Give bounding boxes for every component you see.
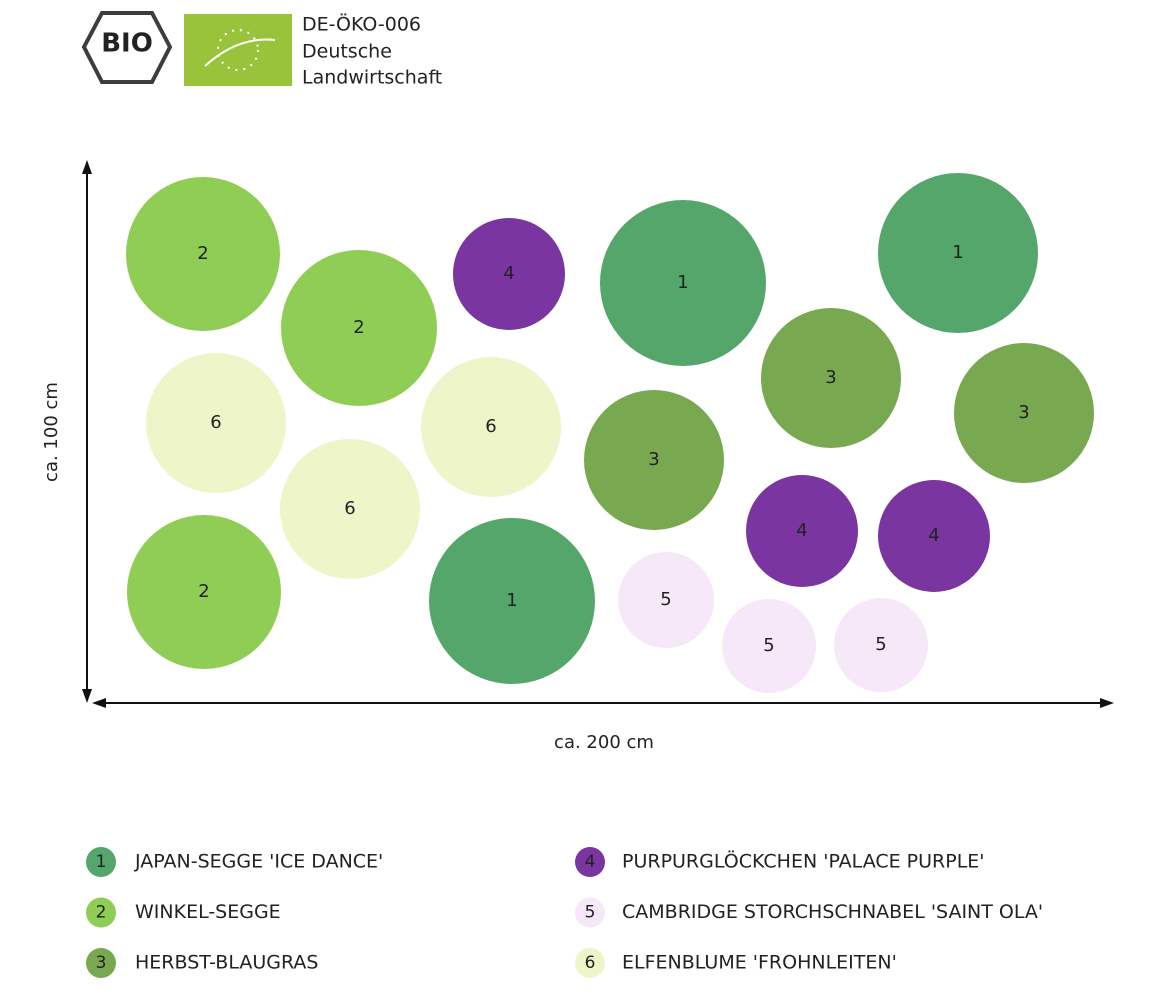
cert-line: DE-ÖKO-006 — [302, 13, 421, 36]
cert-line: Landwirtschaft — [302, 67, 442, 89]
plant-number: 3 — [1018, 402, 1029, 423]
plant-number: 3 — [648, 449, 659, 470]
legend-number: 1 — [96, 852, 107, 872]
legend-badge — [575, 948, 605, 978]
legend-text: ELFENBLUME 'FROHNLEITEN' — [622, 952, 897, 974]
axes: ca. 100 cm ca. 200 cm — [41, 160, 1114, 753]
eu-leaf-bg — [184, 14, 292, 86]
x-axis-label: ca. 200 cm — [554, 732, 654, 753]
legend-badge — [86, 948, 116, 978]
plant-circle — [834, 598, 928, 692]
plant-circle — [429, 518, 595, 684]
legend-badge — [86, 897, 116, 928]
legend-text: JAPAN-SEGGE 'ICE DANCE' — [134, 851, 383, 873]
bio-hexagon — [81, 11, 173, 84]
plant-circle — [878, 480, 990, 592]
cert-line: Deutsche — [302, 41, 392, 63]
legend: 1 JAPAN-SEGGE 'ICE DANCE' 2 WINKEL-SEGGE 3 HE… — [86, 847, 1043, 978]
plant-number: 1 — [677, 272, 688, 293]
legend-badge — [575, 897, 605, 928]
plant-circle — [453, 218, 565, 330]
plant-circle — [584, 390, 724, 530]
plant-number: 4 — [503, 263, 514, 284]
eu-logo — [184, 14, 292, 86]
legend-text: HERBST-BLAUGRAS — [135, 952, 318, 974]
legend-number: 4 — [585, 852, 596, 872]
plant-circle — [280, 439, 420, 579]
plant-number: 3 — [825, 367, 836, 388]
eu-leaf — [204, 38, 276, 67]
arrowhead — [1100, 698, 1114, 708]
plant-circle — [722, 599, 816, 693]
bio-text: BIO — [101, 29, 153, 59]
y-axis-label: ca. 100 cm — [41, 382, 62, 482]
plant-number: 6 — [485, 416, 496, 437]
plant-number: 6 — [344, 498, 355, 519]
legend-number: 6 — [585, 953, 596, 973]
legend-number: 5 — [585, 903, 596, 923]
plant-circle — [146, 353, 286, 493]
plant-circles: 2 2 4 1 1 6 6 3 3 3 6 2 1 5 4 4 5 5 — [126, 173, 1094, 693]
plant-circle — [600, 200, 766, 366]
plant-number: 5 — [660, 589, 671, 610]
plant-number: 4 — [928, 525, 939, 546]
legend-badge — [86, 847, 116, 877]
plant-circle — [878, 173, 1038, 333]
legend-number: 3 — [96, 953, 107, 973]
legend-number: 2 — [96, 903, 107, 923]
plant-circle — [281, 250, 437, 406]
plant-number: 5 — [763, 635, 774, 656]
plant-circle — [127, 515, 281, 669]
plant-circle — [126, 177, 280, 331]
eu-stars — [217, 29, 259, 71]
plant-circle — [618, 552, 714, 648]
arrowhead — [92, 698, 106, 708]
plant-number: 2 — [198, 581, 209, 602]
plant-number: 5 — [875, 634, 886, 655]
plant-circle — [954, 343, 1094, 483]
legend-text: CAMBRIDGE STORCHSCHNABEL 'SAINT OLA' — [622, 901, 1043, 923]
bio-logo: BIO — [81, 11, 173, 84]
plant-circle — [421, 357, 561, 497]
plant-number: 6 — [210, 412, 221, 433]
legend-text: PURPURGLÖCKCHEN 'PALACE PURPLE' — [622, 850, 985, 873]
plant-circle — [746, 475, 858, 587]
plant-circle — [761, 308, 901, 448]
legend-text: WINKEL-SEGGE — [135, 901, 281, 923]
arrowhead — [82, 689, 92, 703]
plant-number: 2 — [197, 243, 208, 264]
legend-badge — [575, 847, 605, 877]
plant-number: 4 — [796, 520, 807, 541]
plant-number: 1 — [952, 242, 963, 263]
plant-number: 1 — [506, 590, 517, 611]
plant-number: 2 — [353, 317, 364, 338]
arrowhead — [82, 160, 92, 174]
